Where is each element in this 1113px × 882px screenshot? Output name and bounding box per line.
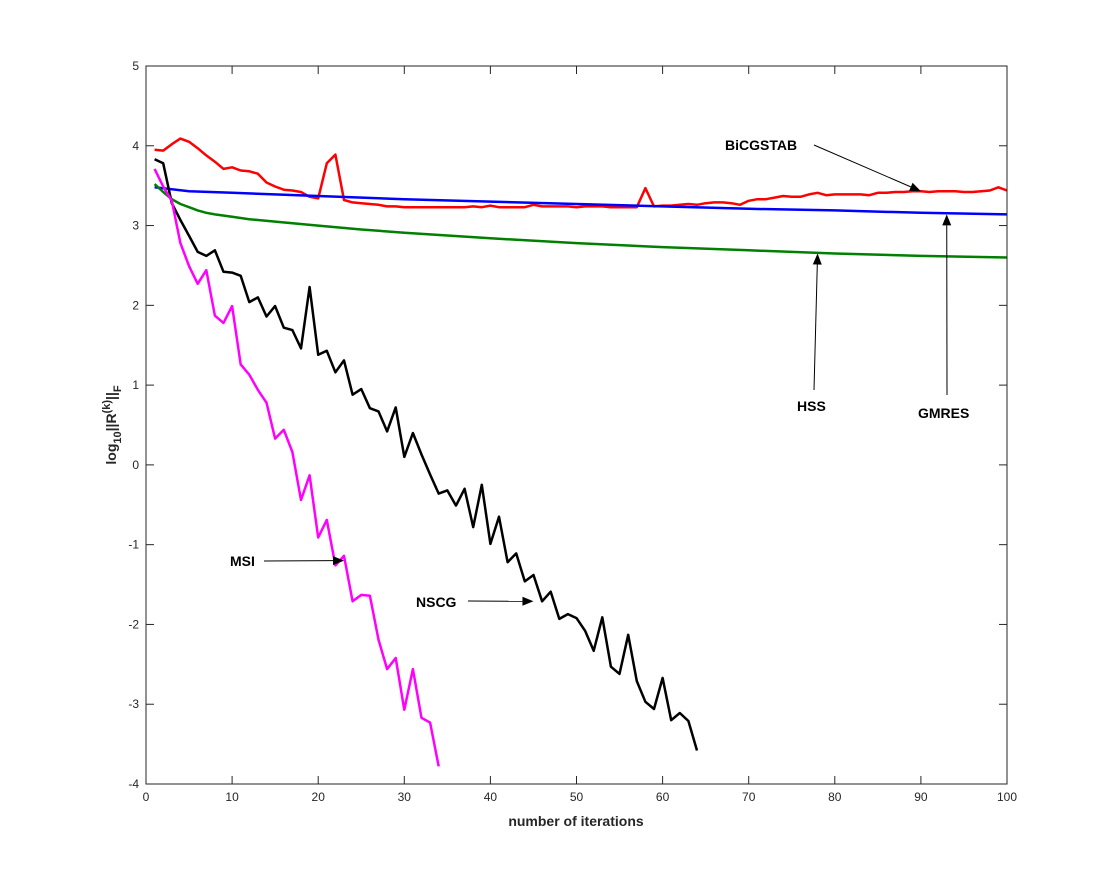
- annotation-label-msi: MSI: [230, 553, 255, 569]
- y-tick-label: 4: [132, 139, 139, 153]
- y-tick-label: 0: [132, 458, 139, 472]
- series-line-hss: [153, 183, 1008, 259]
- series-line-bicgstab: [154, 137, 1008, 209]
- x-axis-label: number of iterations: [508, 813, 644, 829]
- y-tick-label: 3: [132, 219, 139, 233]
- y-tick-label: -2: [128, 617, 139, 631]
- y-tick-label: 2: [132, 298, 139, 312]
- x-tick-label: 20: [312, 790, 326, 804]
- x-tick-label: 60: [656, 790, 670, 804]
- series-line-nscg: [154, 158, 699, 751]
- series-line-msi: [153, 168, 440, 767]
- annotation-arrowhead: [812, 253, 822, 265]
- x-tick-label: 50: [570, 790, 584, 804]
- y-tick-label: 5: [132, 59, 139, 73]
- annotation-label-bicgstab: BiCGSTAB: [725, 137, 797, 153]
- y-tick-label: -3: [128, 697, 139, 711]
- ticks-layer: 0 10 20 30 40 50 60 70 80 90 100 -4 -3 -2 -1 0 1 2 3 4 5: [128, 59, 1017, 804]
- series-line-gmres: [154, 186, 1008, 216]
- x-tick-label: 70: [742, 790, 756, 804]
- x-tick-label: 100: [997, 790, 1017, 804]
- x-tick-label: 10: [225, 790, 239, 804]
- annotation-arrowhead: [333, 556, 345, 566]
- annotations-layer: BiCGSTAB GMRES HSS NSCG MSI: [230, 137, 969, 610]
- annotation-arrowhead: [909, 182, 921, 192]
- y-tick-label: -4: [128, 777, 139, 791]
- annotation-arrowhead: [522, 596, 534, 606]
- plot-background: [146, 66, 1007, 784]
- x-tick-label: 30: [398, 790, 412, 804]
- y-tick-label: 1: [132, 378, 139, 392]
- y-tick-label: -1: [128, 538, 139, 552]
- annotation-arrow: [813, 144, 912, 188]
- series-layer: [153, 137, 1008, 767]
- annotation-label-nscg: NSCG: [416, 594, 457, 610]
- annotation-label-hss: HSS: [797, 398, 826, 414]
- x-tick-label: 0: [143, 790, 150, 804]
- annotation-arrow: [813, 264, 818, 391]
- x-tick-label: 40: [484, 790, 498, 804]
- annotation-arrowhead: [942, 214, 952, 226]
- x-tick-label: 80: [828, 790, 842, 804]
- x-tick-label: 90: [914, 790, 928, 804]
- y-axis-label: log10||R(k)||F: [101, 385, 124, 465]
- annotation-label-gmres: GMRES: [918, 405, 969, 421]
